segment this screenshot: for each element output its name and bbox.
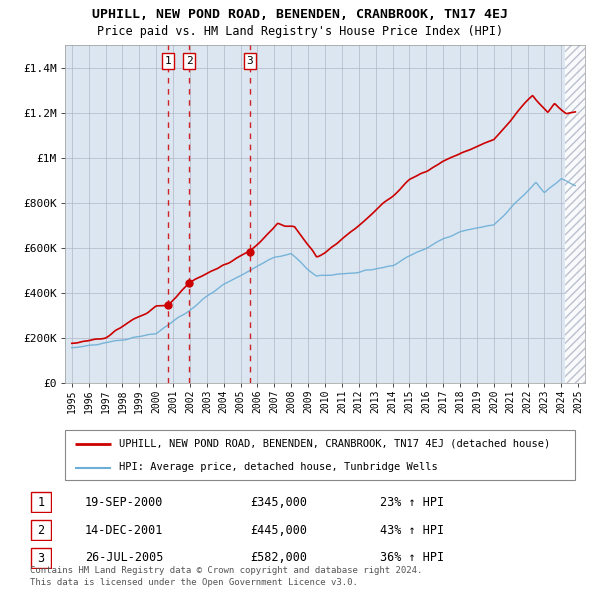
Text: 1: 1 — [165, 56, 172, 65]
Text: 14-DEC-2001: 14-DEC-2001 — [85, 523, 163, 536]
Text: 23% ↑ HPI: 23% ↑ HPI — [380, 496, 444, 509]
Text: 36% ↑ HPI: 36% ↑ HPI — [380, 552, 444, 565]
Text: 1: 1 — [37, 496, 44, 509]
Text: 3: 3 — [37, 552, 44, 565]
Text: £345,000: £345,000 — [250, 496, 307, 509]
Text: £445,000: £445,000 — [250, 523, 307, 536]
Text: 26-JUL-2005: 26-JUL-2005 — [85, 552, 163, 565]
Text: 3: 3 — [247, 56, 253, 65]
Text: UPHILL, NEW POND ROAD, BENENDEN, CRANBROOK, TN17 4EJ: UPHILL, NEW POND ROAD, BENENDEN, CRANBRO… — [92, 8, 508, 21]
Bar — [565, 45, 585, 383]
Bar — [565, 45, 585, 383]
FancyBboxPatch shape — [31, 548, 51, 568]
FancyBboxPatch shape — [65, 430, 575, 480]
Text: HPI: Average price, detached house, Tunbridge Wells: HPI: Average price, detached house, Tunb… — [119, 463, 437, 473]
Text: 43% ↑ HPI: 43% ↑ HPI — [380, 523, 444, 536]
Text: 2: 2 — [37, 523, 44, 536]
Text: 19-SEP-2000: 19-SEP-2000 — [85, 496, 163, 509]
Text: UPHILL, NEW POND ROAD, BENENDEN, CRANBROOK, TN17 4EJ (detached house): UPHILL, NEW POND ROAD, BENENDEN, CRANBRO… — [119, 439, 550, 449]
Text: Price paid vs. HM Land Registry's House Price Index (HPI): Price paid vs. HM Land Registry's House … — [97, 25, 503, 38]
FancyBboxPatch shape — [31, 492, 51, 512]
Text: This data is licensed under the Open Government Licence v3.0.: This data is licensed under the Open Gov… — [30, 578, 358, 587]
Text: 2: 2 — [186, 56, 193, 65]
Text: Contains HM Land Registry data © Crown copyright and database right 2024.: Contains HM Land Registry data © Crown c… — [30, 566, 422, 575]
FancyBboxPatch shape — [31, 520, 51, 540]
Text: £582,000: £582,000 — [250, 552, 307, 565]
